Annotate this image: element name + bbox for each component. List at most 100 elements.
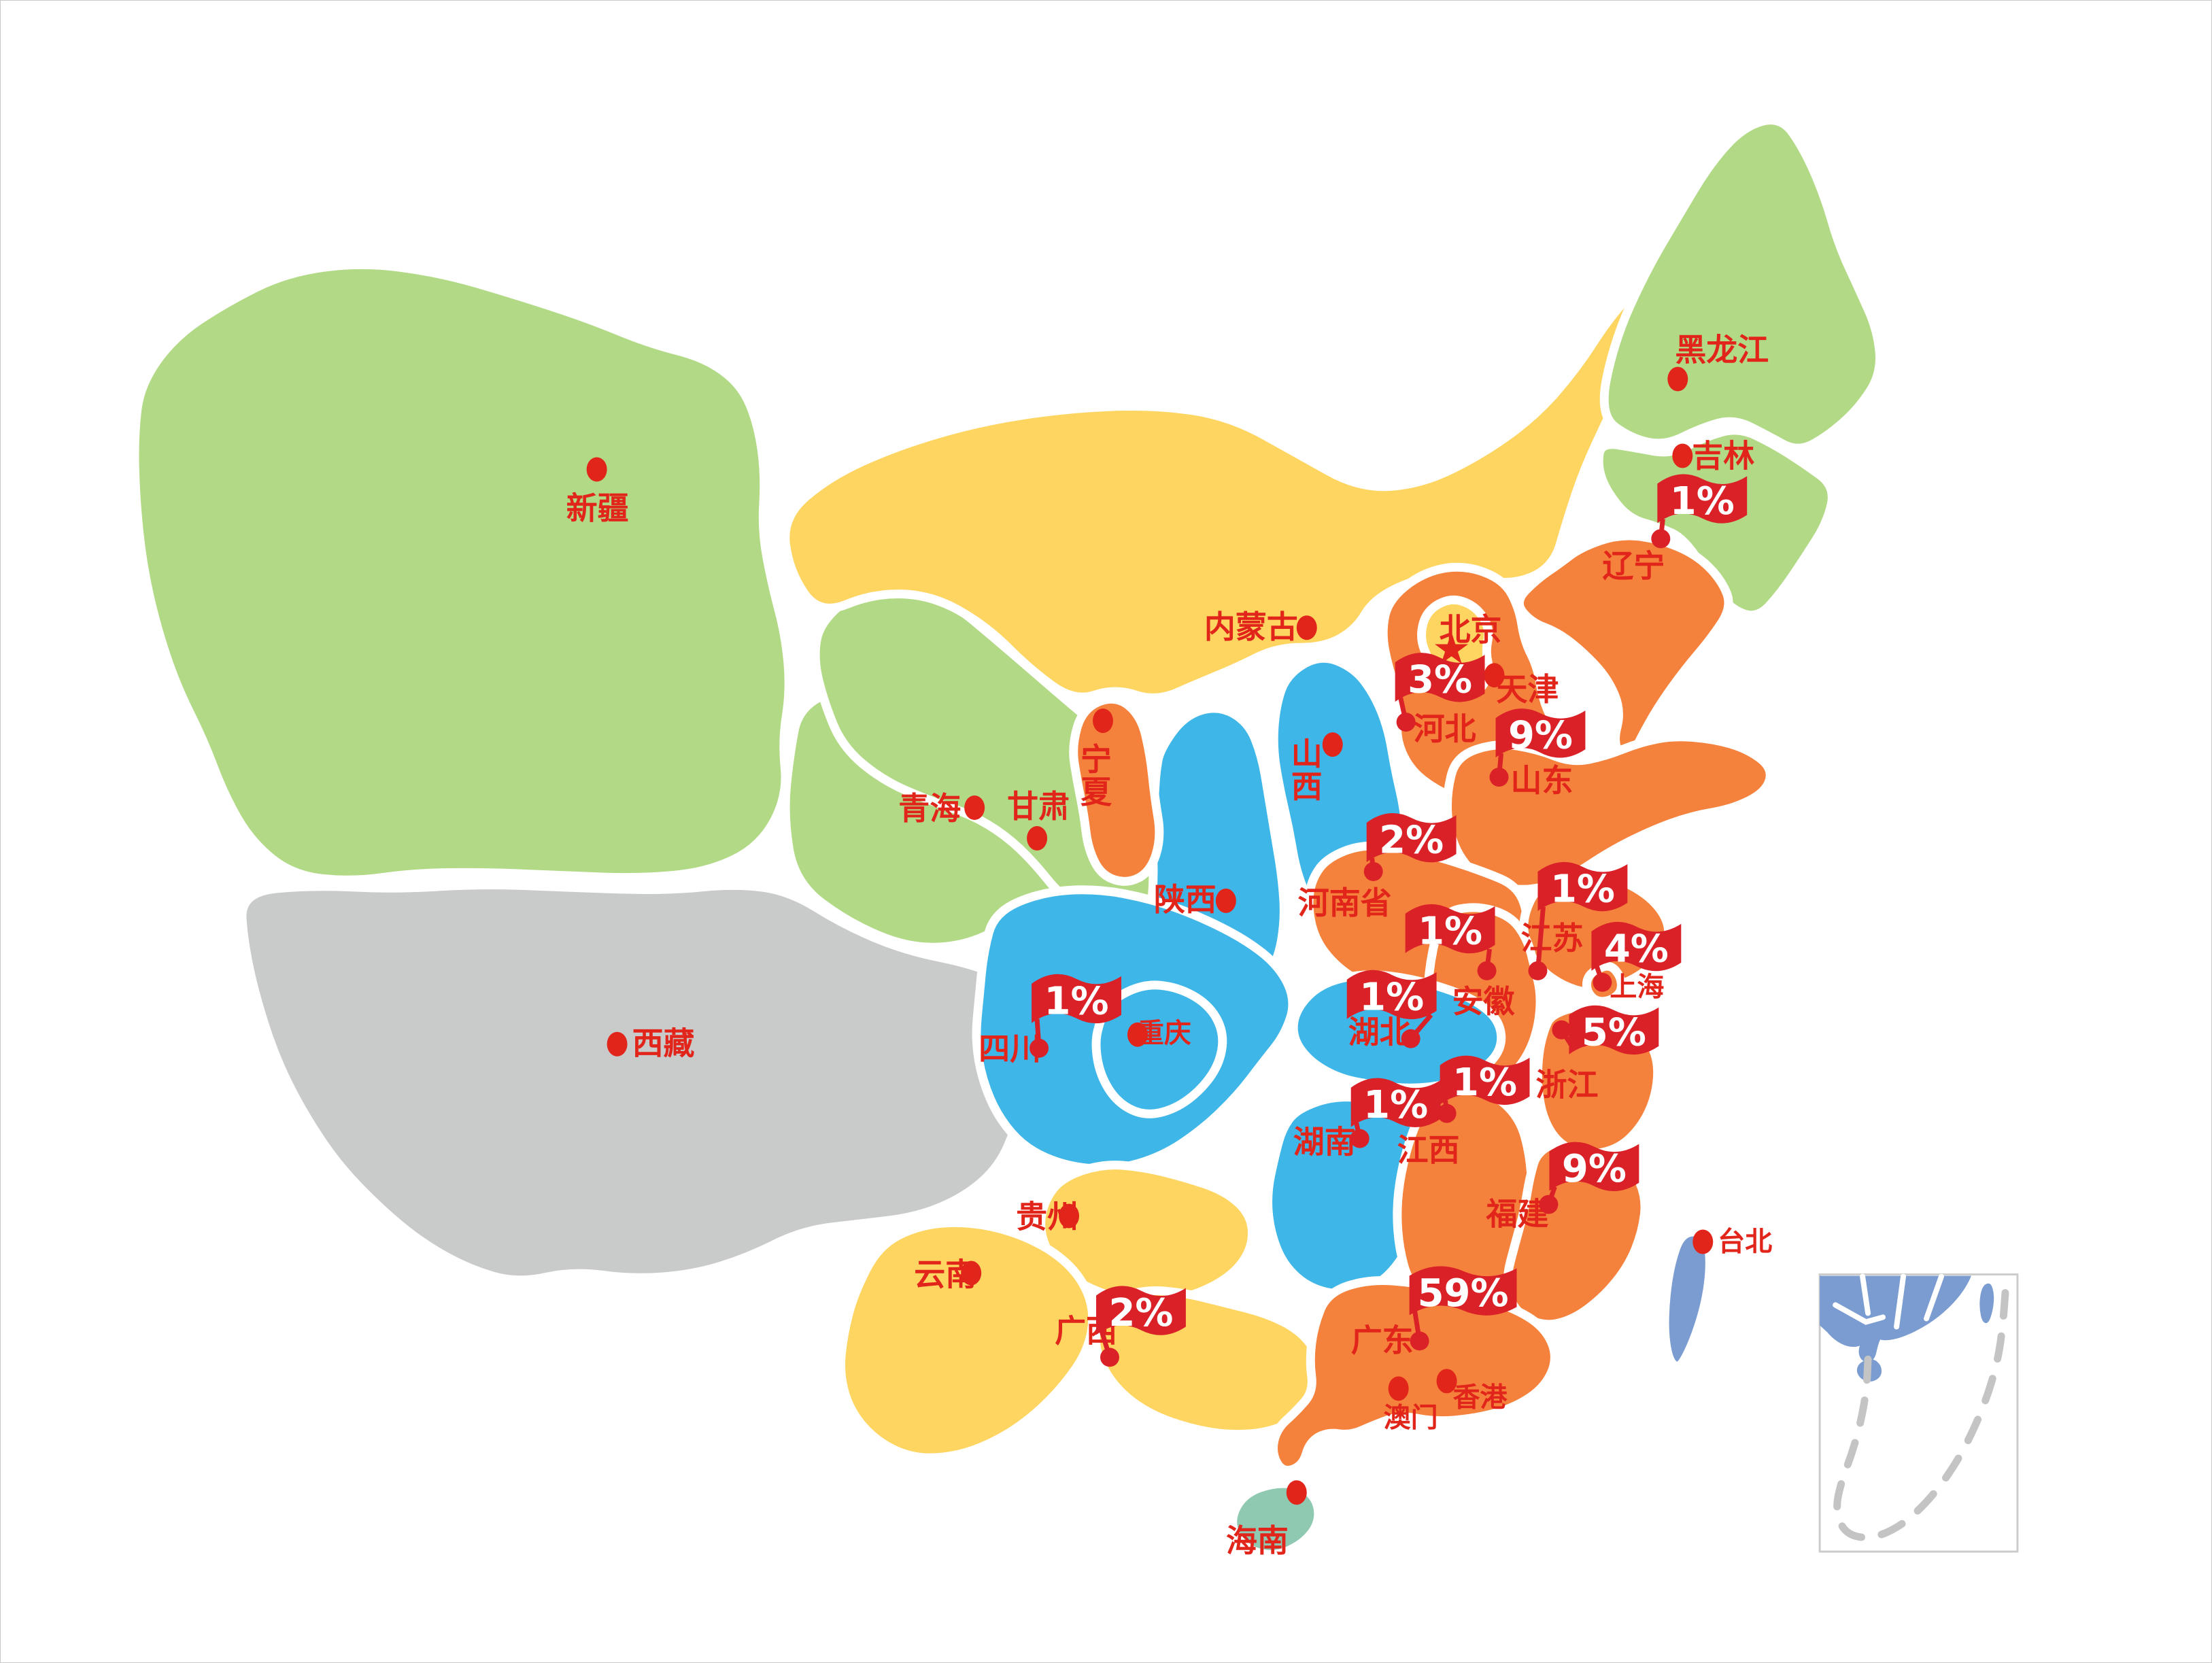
flag-guangxi: 2% xyxy=(1096,1286,1186,1367)
dot-tianjin xyxy=(1484,663,1505,688)
dot-taipei xyxy=(1692,1229,1714,1254)
flag-value-shanghai: 4% xyxy=(1604,927,1669,971)
inset-taiwan-island xyxy=(1979,1283,1994,1324)
label-guangdong: 广东 xyxy=(1351,1322,1414,1358)
flag-banner-icon-guangxi xyxy=(1096,1286,1186,1335)
dot-hainan xyxy=(1286,1480,1307,1505)
flag-value-fujian: 9% xyxy=(1562,1147,1627,1191)
dot-neimenggu xyxy=(1296,615,1317,640)
province-yunnan xyxy=(836,1218,1098,1462)
flag-pole-dot-jiangxi xyxy=(1437,1103,1457,1123)
label-hebei: 河北 xyxy=(1414,710,1476,747)
label-xianggang: 香港 xyxy=(1453,1382,1508,1413)
flag-banner-icon-anhui xyxy=(1405,904,1495,954)
flag-shanghai: 4% xyxy=(1591,921,1682,992)
flag-banner-icon-liaoning xyxy=(1657,474,1748,524)
flag-pole-dot-shanghai xyxy=(1593,972,1612,992)
flag-value-hubei: 1% xyxy=(1359,975,1424,1019)
dot-shaanxi xyxy=(1215,888,1236,913)
dot-guizhou xyxy=(1059,1203,1080,1229)
province-guangdong xyxy=(1268,1275,1559,1475)
flag-pole-dot-guangdong xyxy=(1410,1331,1429,1351)
label-hunan: 湖南 xyxy=(1293,1124,1356,1161)
flag-jiangxi: 1% xyxy=(1437,1055,1530,1123)
flag-pole-dot-jiangsu xyxy=(1528,961,1548,980)
flag-value-jiangxi: 1% xyxy=(1452,1061,1517,1105)
province-taiwan xyxy=(1660,1227,1714,1371)
flag-henan: 2% xyxy=(1363,812,1457,881)
flag-value-zhejiang: 5% xyxy=(1582,1010,1646,1055)
label-jiangsu: 江苏 xyxy=(1521,920,1584,957)
flag-banner-icon-guangdong xyxy=(1409,1266,1517,1316)
flag-banner-icon-jiangsu xyxy=(1537,861,1628,912)
flag-value-sichuan: 1% xyxy=(1044,979,1109,1023)
province-shapes-layer xyxy=(130,116,1885,1559)
flag-banner-icon-shandong xyxy=(1495,708,1586,758)
flag-pole-dot-sichuan xyxy=(1030,1038,1049,1058)
dot-shanxi xyxy=(1322,732,1343,757)
flag-pole-dot-shandong xyxy=(1489,768,1509,787)
flag-banner-icon-jiangxi xyxy=(1440,1055,1530,1105)
dot-xianggang xyxy=(1436,1369,1457,1394)
province-neimenggu xyxy=(781,292,1652,702)
flag-banner-icon-hunan xyxy=(1350,1078,1441,1128)
inset-frame xyxy=(1818,1273,2019,1553)
flag-banner-icon-zhejiang xyxy=(1569,1005,1659,1055)
label-jilin: 吉林 xyxy=(1692,437,1754,474)
province-xinjiang xyxy=(130,260,794,885)
label-hubei: 湖北 xyxy=(1348,1014,1411,1050)
flag-banner-icon-hubei xyxy=(1346,970,1437,1020)
dot-qinghai xyxy=(964,795,985,821)
flag-banner-icon-henan xyxy=(1366,812,1457,863)
flag-banner-icon-sichuan xyxy=(1032,974,1121,1024)
flag-zhejiang: 5% xyxy=(1552,1005,1659,1055)
province-chongqing xyxy=(1091,980,1227,1118)
flag-pole-dot-liaoning xyxy=(1651,529,1671,549)
label-jiangxi: 江西 xyxy=(1397,1132,1460,1169)
label-chongqing: 重庆 xyxy=(1137,1018,1191,1049)
flag-value-anhui: 1% xyxy=(1418,909,1482,953)
label-henan: 河南省 xyxy=(1298,885,1392,921)
flag-pole-dot-hunan xyxy=(1350,1129,1369,1148)
label-zhejiang: 浙江 xyxy=(1535,1067,1598,1103)
label-ningxia-char1: 夏 xyxy=(1081,774,1112,810)
flag-pole-dot-guangxi xyxy=(1100,1348,1119,1367)
label-guizhou: 贵州 xyxy=(1016,1199,1078,1235)
flag-value-hunan: 1% xyxy=(1363,1083,1428,1127)
dot-xizang xyxy=(607,1031,628,1057)
flag-pole-dot-anhui xyxy=(1477,961,1497,980)
flag-pole-dot-zhejiang xyxy=(1552,1020,1571,1040)
flag-layer: 1% 3% 9% 2% 1% 1% 4% 5% 1% 1% 1% 1% 9% 2% 59% xyxy=(1030,474,1748,1367)
label-xizang: 西藏 xyxy=(632,1025,695,1062)
label-shanghai: 上海 xyxy=(1610,972,1664,1003)
flag-pole-dot-hubei xyxy=(1401,1029,1420,1048)
flag-hunan: 1% xyxy=(1350,1078,1441,1148)
dot-aomen xyxy=(1388,1376,1409,1401)
dot-yunnan xyxy=(961,1261,982,1286)
flag-value-jiangsu: 1% xyxy=(1550,867,1615,911)
dot-heilongjiang xyxy=(1667,366,1688,392)
flag-hebei: 3% xyxy=(1395,653,1485,732)
dot-ningxia xyxy=(1093,708,1113,734)
flag-value-guangdong: 59% xyxy=(1418,1271,1509,1316)
flag-value-hebei: 3% xyxy=(1408,658,1472,702)
dot-xinjiang xyxy=(586,457,607,482)
label-shaanxi: 陕西 xyxy=(1154,881,1216,918)
flag-value-liaoning: 1% xyxy=(1670,479,1735,524)
flag-banner-icon-hebei xyxy=(1395,653,1485,702)
flag-pole-dot-fujian xyxy=(1539,1195,1559,1214)
flag-anhui: 1% xyxy=(1405,904,1497,980)
label-heilongjiang: 黑龙江 xyxy=(1675,332,1769,368)
flag-banner-icon-fujian xyxy=(1549,1142,1639,1191)
dot-gansu xyxy=(1027,826,1048,851)
label-aomen: 澳门 xyxy=(1384,1402,1438,1433)
marker-layer xyxy=(586,366,1714,1505)
flag-shandong: 9% xyxy=(1489,708,1586,787)
province-heilongjiang xyxy=(1599,116,1885,453)
dot-jilin xyxy=(1672,443,1693,468)
inset-nine-dash-line xyxy=(1833,1288,2009,1541)
flag-pole-dot-hebei xyxy=(1396,713,1416,732)
flag-value-henan: 2% xyxy=(1379,818,1444,862)
